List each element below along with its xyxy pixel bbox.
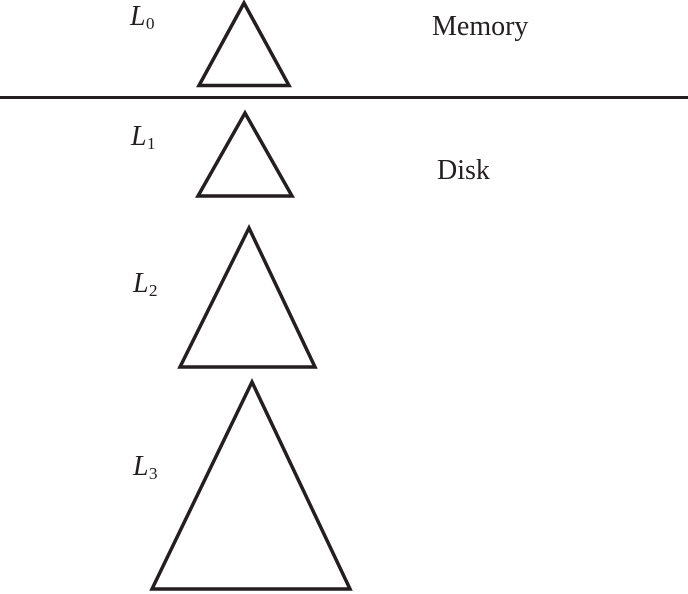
level-0-label-base: L (130, 1, 146, 32)
memory-disk-divider (0, 96, 688, 99)
level-0-label-subscript: 0 (145, 13, 155, 33)
level-1-triangle (194, 109, 296, 198)
level-0-triangle (196, 0, 292, 88)
disk-region-label: Disk (437, 155, 490, 186)
level-1-label-subscript: 1 (146, 133, 156, 153)
level-2-label-subscript: 2 (148, 280, 158, 300)
level-2-triangle (177, 223, 318, 369)
level-3-label: L3 (133, 451, 158, 483)
level-3-triangle (149, 377, 353, 591)
memory-region-label: Memory (432, 11, 529, 42)
level-3-label-base: L (133, 451, 149, 482)
level-2-label-base: L (133, 268, 149, 299)
level-3-label-subscript: 3 (148, 463, 158, 483)
level-2-label: L2 (133, 268, 158, 300)
level-0-label: L0 (130, 1, 155, 33)
level-1-label-base: L (131, 121, 147, 152)
level-1-label: L1 (131, 121, 156, 153)
